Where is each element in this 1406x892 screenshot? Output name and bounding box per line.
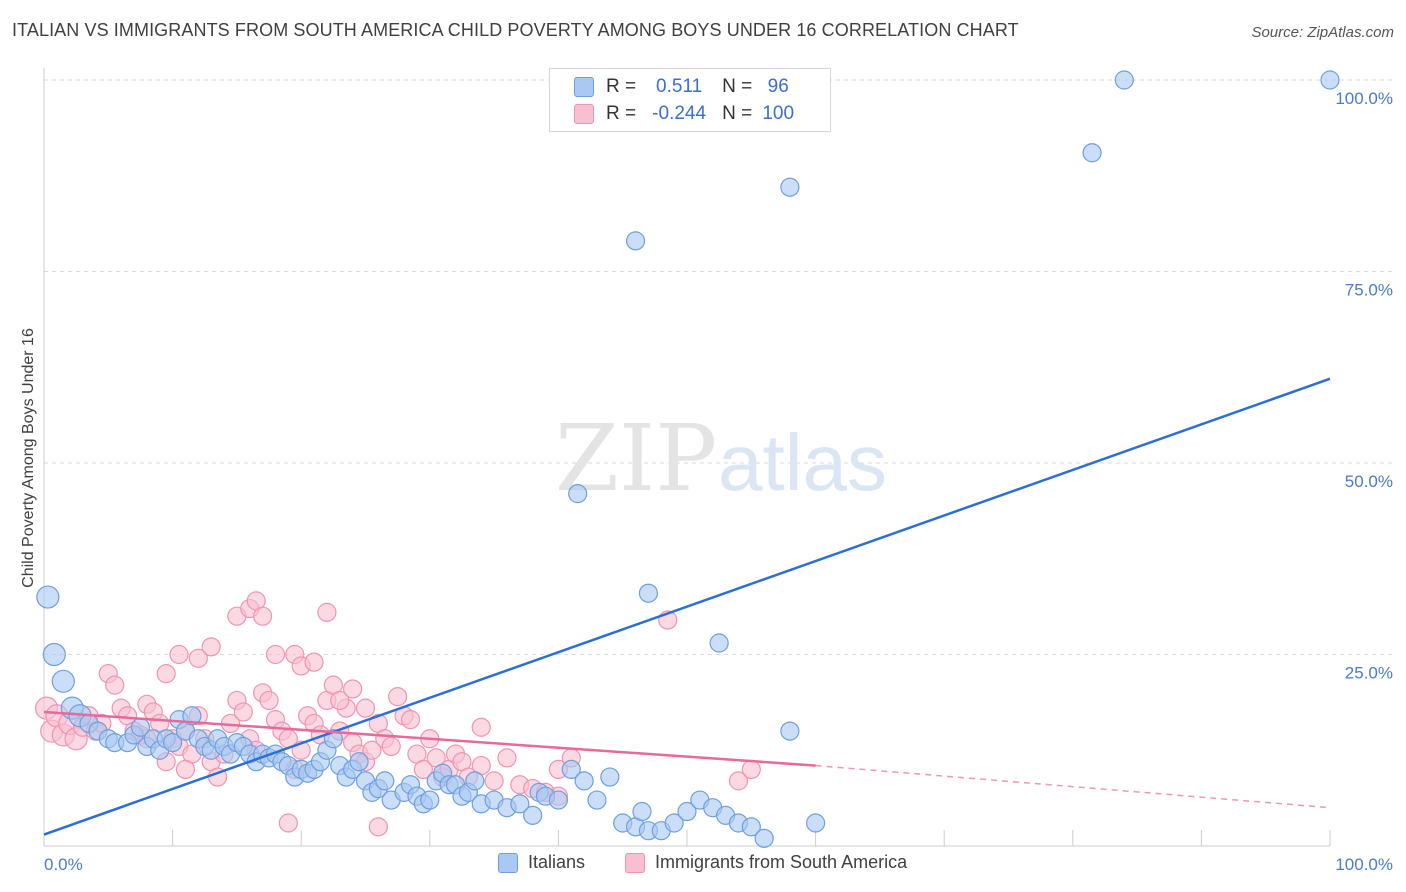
x-tick-label-max: 100.0% — [1335, 855, 1393, 874]
watermark: ZIP atlas — [555, 405, 887, 512]
blue-point-74 — [600, 767, 620, 787]
chart-title: ITALIAN VS IMMIGRANTS FROM SOUTH AMERICA… — [12, 20, 1019, 40]
blue-point-77 — [632, 801, 652, 822]
pink-point-85 — [304, 652, 324, 672]
blue-point-66 — [510, 794, 530, 814]
pink-point-97 — [741, 759, 761, 780]
source-credit: Source: ZipAtlas.com — [1251, 24, 1394, 41]
pink-point-77 — [201, 637, 221, 657]
blue-point-62 — [465, 771, 485, 791]
pink-point-99 — [175, 759, 196, 780]
blue-point-87 — [754, 828, 774, 848]
pink-point-69 — [497, 748, 517, 768]
blue-point-2 — [51, 669, 75, 693]
pink-point-86 — [317, 602, 337, 622]
blue-point-71 — [561, 759, 581, 780]
pink-point-82 — [265, 644, 286, 665]
blue-point-72 — [574, 771, 594, 791]
blue-point-55 — [420, 790, 440, 810]
pink-point-51 — [362, 740, 382, 760]
legend-r-value: 0.511 — [656, 76, 703, 97]
blue-point-97 — [1320, 70, 1340, 90]
legend-item-italians[interactable]: Italians — [498, 852, 585, 873]
pink-point-68 — [484, 771, 504, 791]
legend-label-immigrants: Immigrants from South America — [655, 852, 908, 872]
pink-point-88 — [343, 679, 363, 699]
blue-point-94 — [780, 177, 800, 197]
legend-n-label: N = — [722, 103, 753, 124]
pink-point-96 — [728, 771, 749, 791]
blue-point-70 — [548, 790, 569, 810]
watermark-atlas: atlas — [718, 418, 887, 507]
pink-point-75 — [169, 644, 189, 665]
pink-point-54 — [381, 736, 401, 757]
blue-point-86 — [741, 817, 761, 837]
legend-n-value: 100 — [762, 103, 795, 124]
y-tick-label-1: 50.0% — [1345, 472, 1393, 491]
pink-point-57 — [400, 710, 421, 730]
pink-point-87 — [330, 690, 350, 711]
blue-point-0 — [36, 585, 60, 609]
correlation-legend: R = 0.511 N = 96 R = -0.244 N = 100 — [549, 68, 831, 132]
legend-swatch-pink — [574, 104, 594, 124]
blue-point-91 — [638, 583, 659, 603]
blue-point-92 — [568, 484, 588, 504]
pink-point-90 — [368, 817, 388, 837]
blue-point-93 — [625, 231, 646, 251]
blue-point-95 — [1082, 143, 1102, 163]
blue-point-16 — [163, 732, 183, 753]
trend-lines — [43, 377, 1331, 836]
pink-point-89 — [355, 698, 376, 718]
blue-point-80 — [664, 813, 684, 833]
y-tick-label-2: 75.0% — [1345, 281, 1393, 300]
pink-point-91 — [278, 813, 298, 833]
pink-point-35 — [259, 690, 279, 711]
legend-swatch-italians — [498, 852, 518, 873]
blue-point-49 — [375, 771, 395, 791]
y-tick-label-0: 25.0% — [1345, 664, 1393, 683]
x-tick-label-min: 0.0% — [44, 855, 83, 874]
legend-r-label: R = — [606, 76, 637, 97]
blue-point-45 — [349, 752, 369, 772]
trend-line-immigrants-extension — [815, 764, 1331, 809]
pink-point-59 — [413, 759, 433, 780]
tick-labels: 25.0% 50.0% 75.0% 100.0% 0.0% 100.0% — [44, 89, 1393, 874]
pink-point-55 — [388, 687, 408, 707]
trend-line-italians — [43, 377, 1331, 836]
y-tick-label-3: 100.0% — [1335, 89, 1393, 108]
pink-point-81 — [253, 606, 273, 626]
legend-r-label: R = — [606, 103, 637, 124]
blue-point-19 — [182, 706, 202, 726]
legend-row-immigrants: R = -0.244 N = 100 — [574, 101, 804, 127]
blue-point-67 — [523, 805, 543, 825]
legend-label-italians: Italians — [528, 852, 586, 872]
pink-point-92 — [471, 717, 491, 737]
pink-point-31 — [233, 702, 253, 722]
legend-row-italians: R = 0.511 N = 96 — [574, 74, 804, 100]
pink-point-11 — [105, 675, 125, 695]
gridlines — [44, 79, 1394, 655]
blue-point-89 — [805, 813, 826, 833]
y-axis-label: Child Poverty Among Boys Under 16 — [20, 328, 37, 588]
blue-point-90 — [709, 633, 729, 653]
legend-swatch-immigrants — [625, 852, 645, 873]
pink-point-74 — [156, 664, 176, 684]
pink-point-76 — [188, 648, 208, 668]
legend-item-immigrants[interactable]: Immigrants from South America — [625, 852, 907, 873]
blue-point-1 — [42, 642, 66, 667]
trend-line-immigrants — [43, 710, 816, 767]
series-legend: Italians Immigrants from South America — [0, 852, 1406, 878]
legend-n-label: N = — [722, 76, 753, 97]
blue-point-88 — [780, 721, 800, 741]
legend-n-value: 96 — [767, 76, 789, 97]
legend-r-value: -0.244 — [652, 103, 707, 124]
blue-point-73 — [587, 790, 607, 810]
blue-point-96 — [1114, 70, 1134, 90]
legend-swatch-blue — [574, 77, 594, 97]
blue-point-81 — [677, 801, 697, 822]
